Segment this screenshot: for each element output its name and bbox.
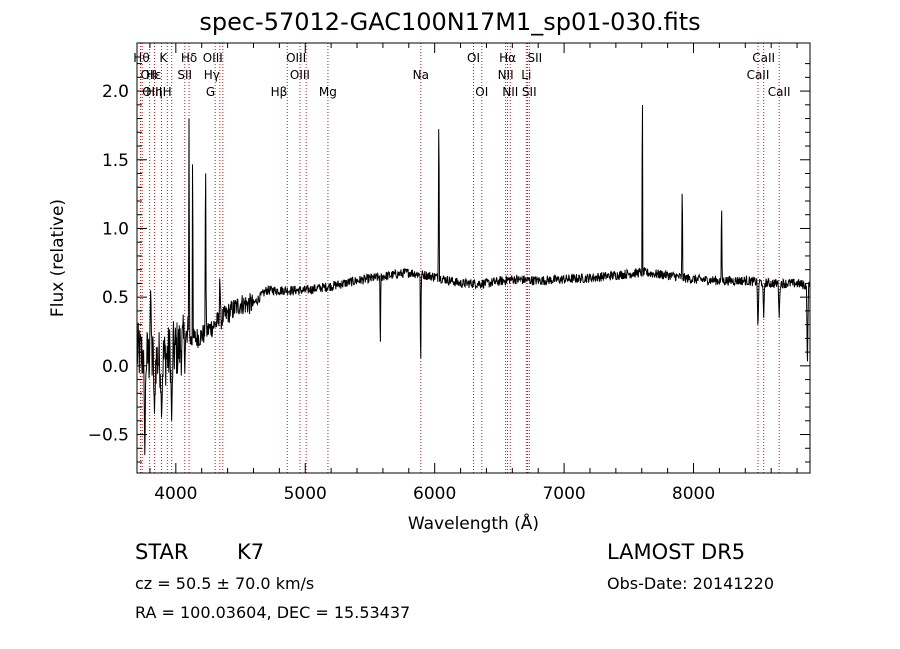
subclass-label: K7 (237, 540, 265, 564)
line-id-label: Na (413, 68, 429, 82)
plot-frame (136, 42, 811, 474)
line-id-label: NII (498, 68, 514, 82)
class-label: STAR (135, 540, 189, 564)
x-tick-label: 5000 (284, 484, 327, 504)
coordinates-text: RA = 100.03604, DEC = 15.53437 (135, 603, 411, 622)
y-axis-title: Flux (relative) (48, 199, 68, 317)
line-id-label: Li (521, 68, 531, 82)
line-id-label: OI (467, 51, 480, 65)
line-id-label: SII (522, 85, 537, 99)
line-id-label: CaII (752, 51, 775, 65)
spectrum-line (136, 104, 811, 456)
y-tick-label: 1.5 (102, 151, 129, 171)
line-id-label: SII (177, 68, 192, 82)
line-id-label: Hα (499, 51, 516, 65)
x-tick-label: 7000 (542, 484, 585, 504)
line-id-label: H (163, 85, 172, 99)
survey-label: LAMOST DR5 (607, 540, 746, 564)
line-id-label: Hγ (204, 68, 220, 82)
y-tick-label: 0.0 (102, 357, 129, 377)
line-id-label: OII (140, 68, 157, 82)
y-tick-label: 0.5 (102, 288, 129, 308)
x-tick-label: 8000 (672, 484, 715, 504)
line-id-label: OI (475, 85, 488, 99)
line-id-label: SII (527, 51, 542, 65)
line-id-label: K (159, 51, 168, 65)
chart-title: spec-57012-GAC100N17M1_sp01-030.fits (199, 8, 701, 36)
line-id-label: OIII (286, 51, 306, 65)
line-id-label: OIII (203, 51, 223, 65)
x-tick-label: 4000 (154, 484, 197, 504)
x-tick-label: 6000 (413, 484, 456, 504)
line-id-label: CaII (768, 85, 791, 99)
line-id-label: Hβ (271, 85, 288, 99)
y-tick-label: 2.0 (102, 82, 129, 102)
line-id-label: OIII (142, 85, 162, 99)
y-tick-label: 1.0 (102, 219, 129, 239)
line-id-label: Hθ (133, 51, 149, 65)
line-id-label: Hη (146, 85, 163, 99)
obs-date-text: Obs-Date: 20141220 (607, 574, 775, 593)
line-id-label: Mg (319, 85, 337, 99)
line-id-label: CaII (747, 68, 770, 82)
line-id-label: Hε (146, 68, 162, 82)
redshift-text: cz = 50.5 ± 70.0 km/s (135, 574, 315, 593)
line-id-label: G (206, 85, 215, 99)
line-id-label: OIII (290, 68, 310, 82)
line-id-label: NII (502, 85, 518, 99)
x-axis-title: Wavelength (Å) (408, 512, 539, 534)
line-id-label: Hδ (181, 51, 197, 65)
y-tick-label: −0.5 (88, 426, 129, 446)
